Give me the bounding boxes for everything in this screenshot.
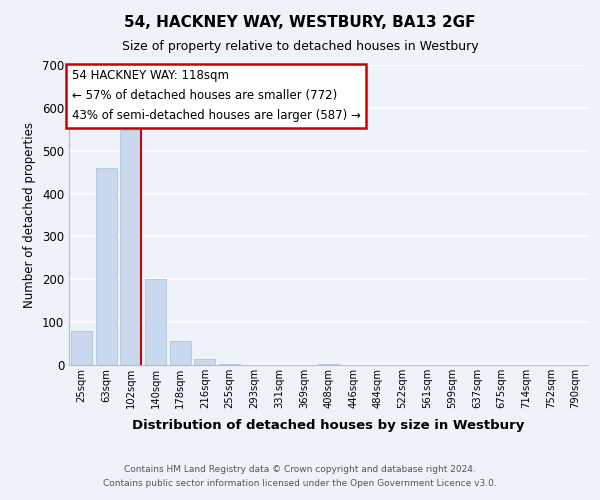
Bar [194,358,215,365]
Text: 54 HACKNEY WAY: 118sqm
← 57% of detached houses are smaller (772)
43% of semi-de: 54 HACKNEY WAY: 118sqm ← 57% of detached… [71,70,361,122]
Bar [219,364,240,365]
Text: Contains HM Land Registry data © Crown copyright and database right 2024.
Contai: Contains HM Land Registry data © Crown c… [103,466,497,487]
Bar [170,340,191,365]
Text: Size of property relative to detached houses in Westbury: Size of property relative to detached ho… [122,40,478,53]
Text: 54, HACKNEY WAY, WESTBURY, BA13 2GF: 54, HACKNEY WAY, WESTBURY, BA13 2GF [124,15,476,30]
Bar [318,364,339,365]
Bar [120,130,141,365]
Bar [95,168,116,365]
Bar [71,330,92,365]
Bar [145,279,166,365]
X-axis label: Distribution of detached houses by size in Westbury: Distribution of detached houses by size … [133,420,524,432]
Y-axis label: Number of detached properties: Number of detached properties [23,122,37,308]
